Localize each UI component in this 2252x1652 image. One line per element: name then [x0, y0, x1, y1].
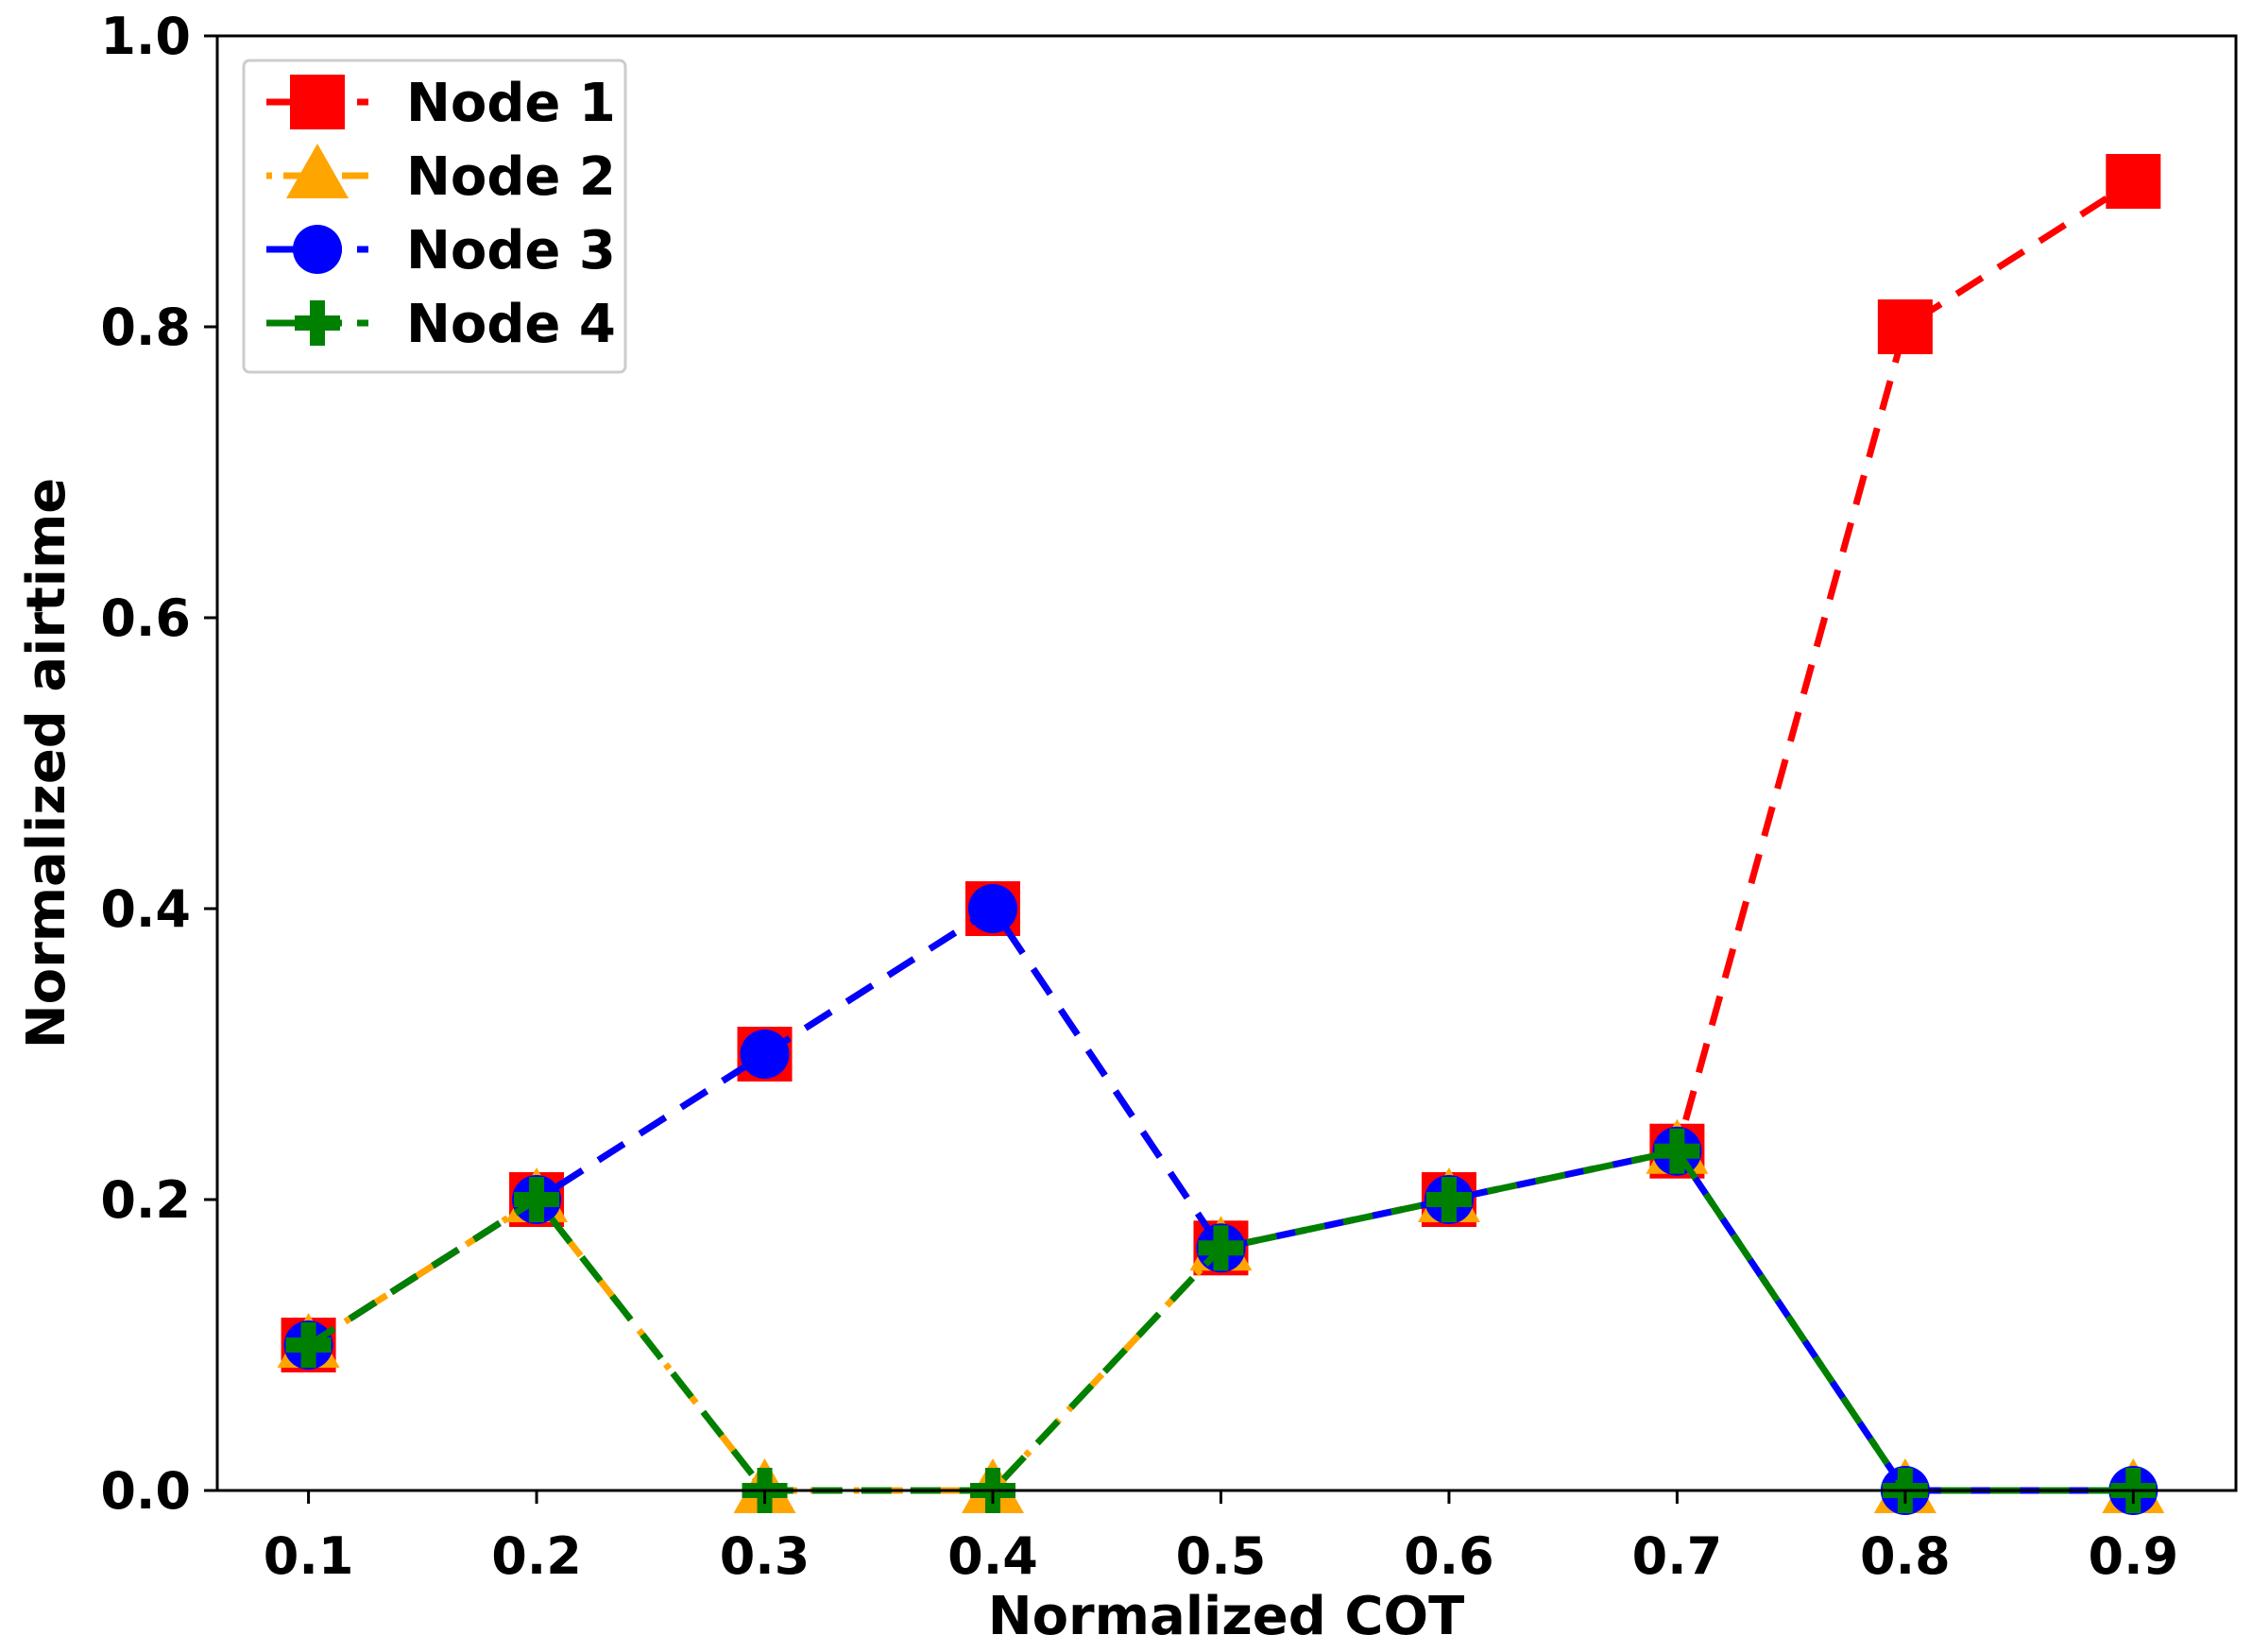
- legend-marker: [293, 225, 342, 274]
- y-axis-label: Normalized airtime: [16, 478, 77, 1049]
- x-tick-label: 0.4: [947, 1526, 1038, 1586]
- x-tick-label: 0.6: [1404, 1526, 1494, 1586]
- x-tick-label: 0.3: [720, 1526, 810, 1586]
- y-tick-label: 0.6: [100, 588, 191, 648]
- y-tick-label: 0.4: [100, 879, 191, 939]
- legend-entry-3: Node 3: [266, 220, 616, 281]
- x-tick-label: 0.2: [491, 1526, 582, 1586]
- x-axis-label: Normalized COT: [988, 1586, 1465, 1647]
- series-4-point: [1654, 1128, 1700, 1174]
- legend: Node 1 Node 2 Node 3 Node 4: [242, 59, 627, 374]
- series-3-point: [967, 884, 1017, 933]
- legend-frame: [242, 59, 627, 374]
- legend-label: Node 1: [406, 73, 616, 134]
- legend-marker: [290, 75, 345, 129]
- legend-marker: [295, 300, 340, 346]
- y-tick-label: 0.0: [100, 1461, 191, 1521]
- legend-entry-1: Node 1: [266, 73, 616, 134]
- legend-label: Node 2: [406, 146, 616, 208]
- y-tick-label: 0.2: [100, 1170, 191, 1230]
- series-1-point: [2106, 154, 2161, 209]
- legend-label: Node 4: [406, 294, 616, 355]
- x-tick-label: 0.1: [264, 1526, 354, 1586]
- series-1-point: [1877, 299, 1933, 354]
- y-tick-label: 1.0: [100, 7, 191, 66]
- series-3-line: [306, 904, 2134, 1494]
- y-tick-label: 0.8: [100, 298, 191, 357]
- x-tick-label: 0.8: [1860, 1526, 1951, 1586]
- legend-marker: [286, 144, 349, 198]
- legend-entry-4: Node 4: [266, 294, 616, 355]
- series-4-point: [1425, 1177, 1472, 1222]
- plot-frame: [215, 34, 2238, 1492]
- series-4-point: [514, 1177, 560, 1222]
- x-axis: 0.1 0.2 0.3 0.4 0.5 0.6 0.7 0.8 0.9: [264, 1490, 2178, 1586]
- series-layer: [277, 154, 2165, 1515]
- legend-entry-2: Node 2: [266, 144, 616, 208]
- legend-label: Node 3: [406, 220, 616, 281]
- series-4-point: [285, 1322, 332, 1368]
- x-tick-label: 0.9: [2089, 1526, 2179, 1586]
- x-tick-label: 0.7: [1632, 1526, 1723, 1586]
- y-axis: 0.0 0.2 0.4 0.6 0.8 1.0: [100, 7, 217, 1521]
- x-tick-label: 0.5: [1176, 1526, 1267, 1586]
- series-4-point: [1198, 1225, 1244, 1271]
- series-3-point: [740, 1030, 790, 1079]
